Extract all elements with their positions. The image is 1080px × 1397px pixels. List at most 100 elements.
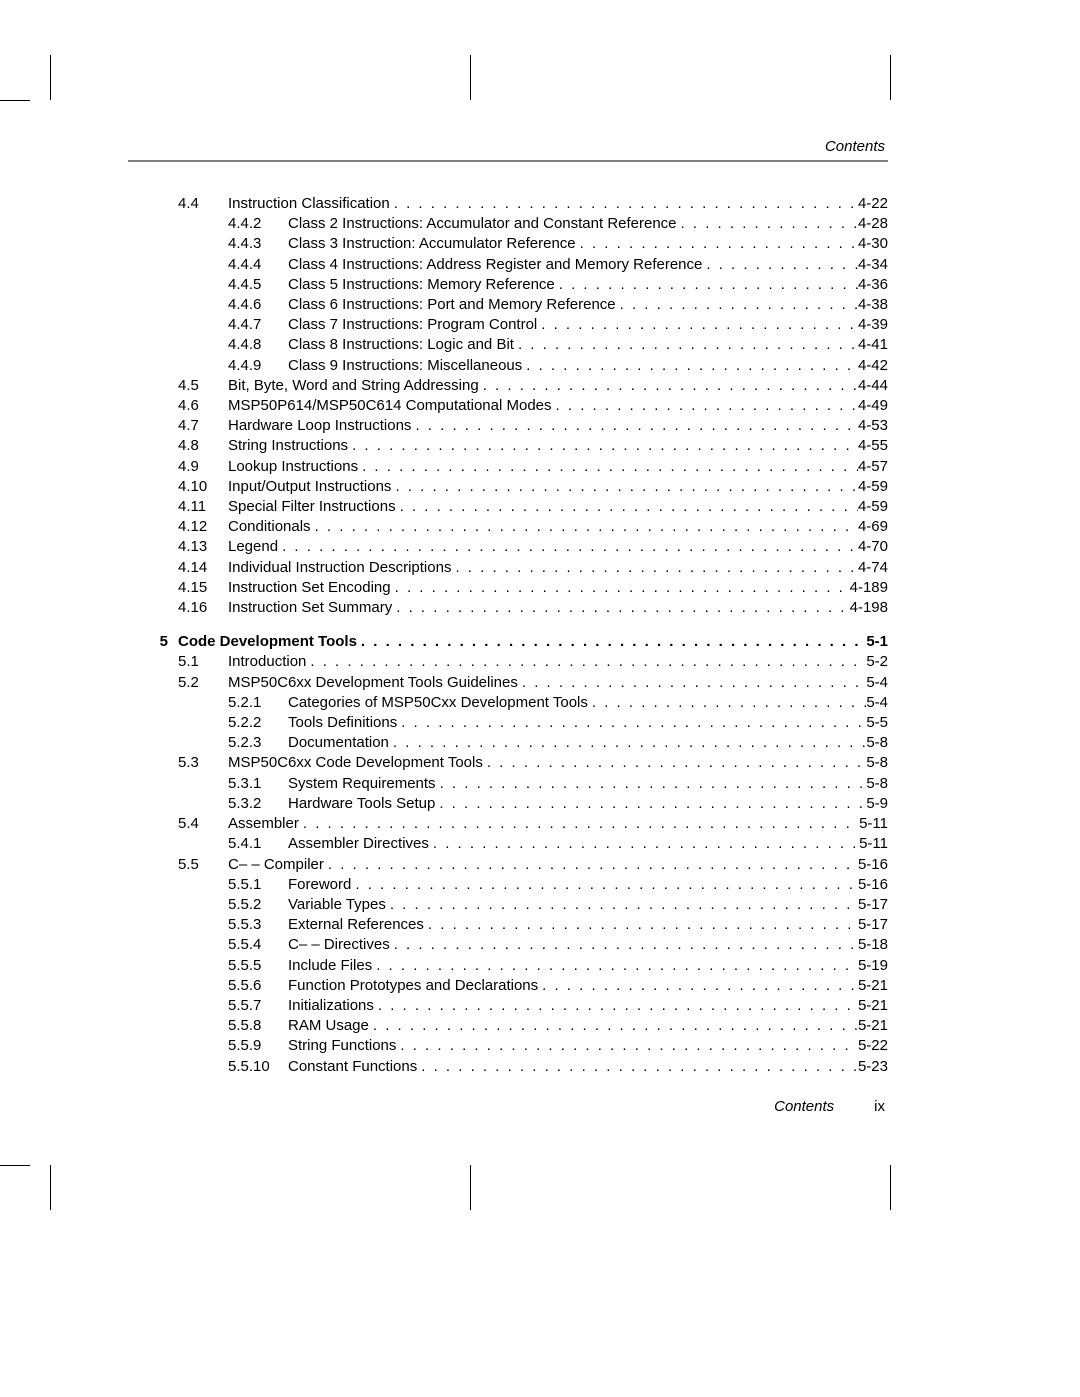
header-label: Contents — [825, 138, 885, 155]
toc-leader — [391, 477, 858, 497]
toc-title: Individual Instruction Descriptions — [228, 558, 451, 578]
toc-leader — [372, 956, 858, 976]
toc-page: 4-22 — [858, 194, 888, 214]
toc-leader — [396, 497, 858, 517]
toc-leader — [424, 915, 858, 935]
toc-leader — [537, 315, 858, 335]
toc-subsection-number: 4.4.7 — [228, 315, 288, 335]
toc-entry: 4.10Input/Output Instructions4-59 — [128, 477, 888, 497]
toc-title: String Instructions — [228, 436, 348, 456]
toc-entry: 4.4.3Class 3 Instruction: Accumulator Re… — [128, 234, 888, 254]
toc-title: Hardware Tools Setup — [288, 794, 435, 814]
toc-leader — [514, 335, 858, 355]
toc-title: Class 6 Instructions: Port and Memory Re… — [288, 295, 616, 315]
toc-title: Introduction — [228, 652, 306, 672]
toc-leader — [702, 255, 858, 275]
toc-subsection-number: 5.5.2 — [228, 895, 288, 915]
crop-mark — [50, 1165, 51, 1210]
toc-entry: 5.3MSP50C6xx Code Development Tools5-8 — [128, 753, 888, 773]
toc-page: 4-44 — [858, 376, 888, 396]
toc-leader — [588, 693, 866, 713]
crop-mark — [470, 55, 471, 100]
toc-title: Documentation — [288, 733, 389, 753]
toc-subsection-number: 5.5.4 — [228, 935, 288, 955]
toc-title: MSP50C6xx Code Development Tools — [228, 753, 483, 773]
toc-entry: 4.13Legend4-70 — [128, 537, 888, 557]
toc-title: Function Prototypes and Declarations — [288, 976, 538, 996]
toc-title: Instruction Set Encoding — [228, 578, 391, 598]
toc-leader — [351, 875, 858, 895]
toc-leader — [436, 774, 867, 794]
toc-subsection-number: 5.5.5 — [228, 956, 288, 976]
toc-section-number: 4.6 — [178, 396, 228, 416]
toc-entry: 5.5.2Variable Types5-17 — [128, 895, 888, 915]
toc-subsection-number: 5.5.3 — [228, 915, 288, 935]
toc-section-number: 5.2 — [178, 673, 228, 693]
toc-leader — [451, 558, 858, 578]
toc-title: Tools Definitions — [288, 713, 397, 733]
toc-page: 4-189 — [850, 578, 888, 598]
toc-entry: 4.6MSP50P614/MSP50C614 Computational Mod… — [128, 396, 888, 416]
toc-title: Include Files — [288, 956, 372, 976]
toc-entry: 5.2.1Categories of MSP50Cxx Development … — [128, 693, 888, 713]
toc-entry: 5.4Assembler 5-11 — [128, 814, 888, 834]
toc-page: 5-18 — [858, 935, 888, 955]
toc-subsection-number: 5.4.1 — [228, 834, 288, 854]
toc-entry: 5.5C– – Compiler5-16 — [128, 855, 888, 875]
footer-page-number: ix — [874, 1098, 885, 1115]
toc-leader — [389, 733, 866, 753]
toc-entry: 4.4.8Class 8 Instructions: Logic and Bit… — [128, 335, 888, 355]
crop-mark — [890, 1165, 891, 1210]
toc-subsection-number: 5.2.3 — [228, 733, 288, 753]
toc-title: Code Development Tools — [178, 632, 357, 652]
toc-leader — [411, 416, 858, 436]
toc-section-number: 5.3 — [178, 753, 228, 773]
toc-page: 4-42 — [858, 356, 888, 376]
toc-entry: 4.4.4Class 4 Instructions: Address Regis… — [128, 255, 888, 275]
toc-section-number: 4.5 — [178, 376, 228, 396]
toc-subsection-number: 4.4.6 — [228, 295, 288, 315]
toc-title: Class 3 Instruction: Accumulator Referen… — [288, 234, 576, 254]
toc-subsection-number: 5.5.1 — [228, 875, 288, 895]
toc-title: Variable Types — [288, 895, 386, 915]
toc-leader — [483, 753, 866, 773]
toc-title: Class 5 Instructions: Memory Reference — [288, 275, 555, 295]
toc-title: Hardware Loop Instructions — [228, 416, 411, 436]
toc-page: 4-38 — [858, 295, 888, 315]
toc-title: C– – Directives — [288, 935, 390, 955]
toc-page: 4-30 — [858, 234, 888, 254]
toc-leader — [386, 895, 858, 915]
toc-page: 5-5 — [866, 713, 888, 733]
toc-leader — [311, 517, 858, 537]
toc-subsection-number: 5.2.1 — [228, 693, 288, 713]
toc-title: C– – Compiler — [228, 855, 324, 875]
toc-entry: 5.4.1Assembler Directives5-11 — [128, 834, 888, 854]
toc-section-number: 5.4 — [178, 814, 228, 834]
toc-subsection-number: 5.2.2 — [228, 713, 288, 733]
toc-title: Assembler Directives — [288, 834, 429, 854]
toc-entry: 5.1Introduction5-2 — [128, 652, 888, 672]
toc-page: 5-8 — [866, 733, 888, 753]
toc-title: Legend — [228, 537, 278, 557]
toc-section-number: 4.16 — [178, 598, 228, 618]
toc-title: Assembler — [228, 814, 299, 834]
toc-page: 5-16 — [858, 855, 888, 875]
toc-subsection-number: 5.3.2 — [228, 794, 288, 814]
toc-page: 4-34 — [858, 255, 888, 275]
toc-title: Instruction Classification — [228, 194, 390, 214]
toc-page: 4-28 — [858, 214, 888, 234]
toc-page: 5-4 — [866, 693, 888, 713]
toc-page: 5-16 — [858, 875, 888, 895]
toc-leader — [348, 436, 858, 456]
toc-leader — [391, 578, 850, 598]
toc-leader — [538, 976, 858, 996]
toc-title: Conditionals — [228, 517, 311, 537]
toc-page: 5-22 — [858, 1036, 888, 1056]
crop-mark — [0, 1165, 30, 1166]
toc-page: 5-21 — [858, 976, 888, 996]
toc-page: 5-11 — [859, 814, 888, 834]
toc-title: Class 4 Instructions: Address Register a… — [288, 255, 702, 275]
toc-subsection-number: 4.4.3 — [228, 234, 288, 254]
toc-entry: 4.8String Instructions4-55 — [128, 436, 888, 456]
toc-entry: 5.2MSP50C6xx Development Tools Guideline… — [128, 673, 888, 693]
